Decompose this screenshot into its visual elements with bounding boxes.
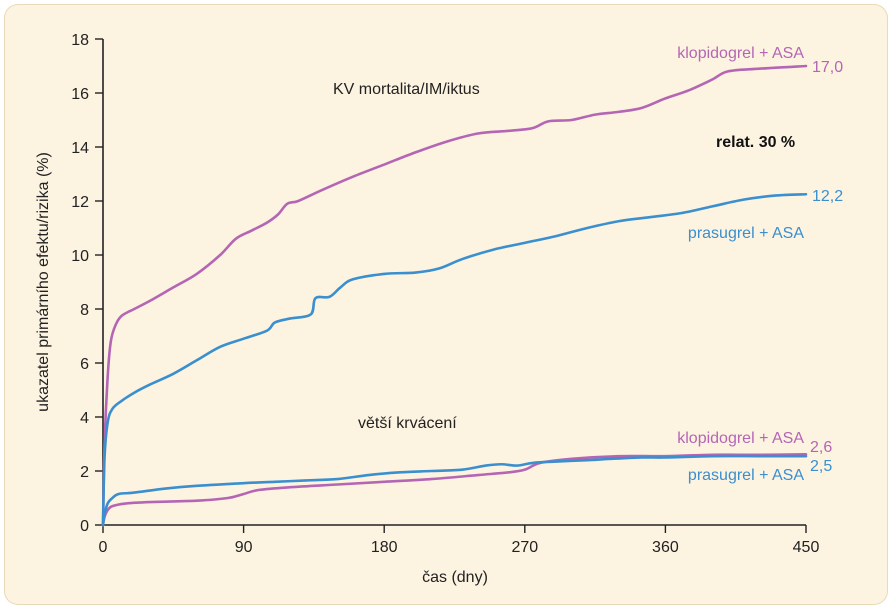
series-label-klopidogrel-kv: klopidogrel + ASA (677, 45, 804, 62)
y-axis-title: ukazatel primárního efektu/rizika (%) (35, 152, 52, 412)
series-line-prasugrel-kv (101, 192, 808, 527)
x-tick-label: 90 (235, 539, 253, 556)
end-label-klopidogrel-kv: 17,0 (812, 59, 843, 76)
annotation-vetsi-krvaceni: větší krvácení (358, 415, 457, 432)
series-label-prasugrel-bleeding: prasugrel + ASA (688, 467, 804, 484)
x-tick-label: 0 (99, 539, 108, 556)
series-line-klopidogrel-bleeding (101, 452, 808, 527)
annotation-kv-mortalita: KV mortalita/IM/iktus (333, 81, 480, 98)
x-tick-label: 360 (652, 539, 679, 556)
y-tick-label: 16 (71, 86, 89, 103)
series-label-prasugrel-kv: prasugrel + ASA (688, 225, 804, 242)
y-tick-label: 14 (71, 140, 89, 157)
end-label-prasugrel-kv: 12,2 (812, 188, 843, 205)
chart-frame (4, 4, 888, 605)
y-tick-label: 10 (71, 248, 89, 265)
x-tick-label: 270 (511, 539, 538, 556)
annotation-relative-risk: relat. 30 % (716, 134, 795, 151)
y-tick-label: 18 (71, 32, 89, 49)
series-label-klopidogrel-bleeding: klopidogrel + ASA (677, 430, 804, 447)
y-tick-label: 4 (80, 410, 89, 427)
end-label-klopidogrel-bleeding: 2,6 (810, 439, 832, 456)
y-tick-label: 12 (71, 194, 89, 211)
x-tick-label: 450 (793, 539, 820, 556)
y-tick-label: 8 (80, 302, 89, 319)
end-label-prasugrel-bleeding: 2,5 (810, 458, 832, 475)
series-line-prasugrel-bleeding (101, 454, 808, 527)
series-layer (101, 64, 808, 527)
axes (102, 39, 806, 526)
y-tick-label: 6 (80, 356, 89, 373)
x-axis-title: čas (dny) (422, 569, 488, 586)
y-tick-label: 0 (80, 518, 89, 535)
y-tick-label: 2 (80, 464, 89, 481)
series-line-klopidogrel-kv (101, 64, 808, 527)
x-tick-label: 180 (371, 539, 398, 556)
